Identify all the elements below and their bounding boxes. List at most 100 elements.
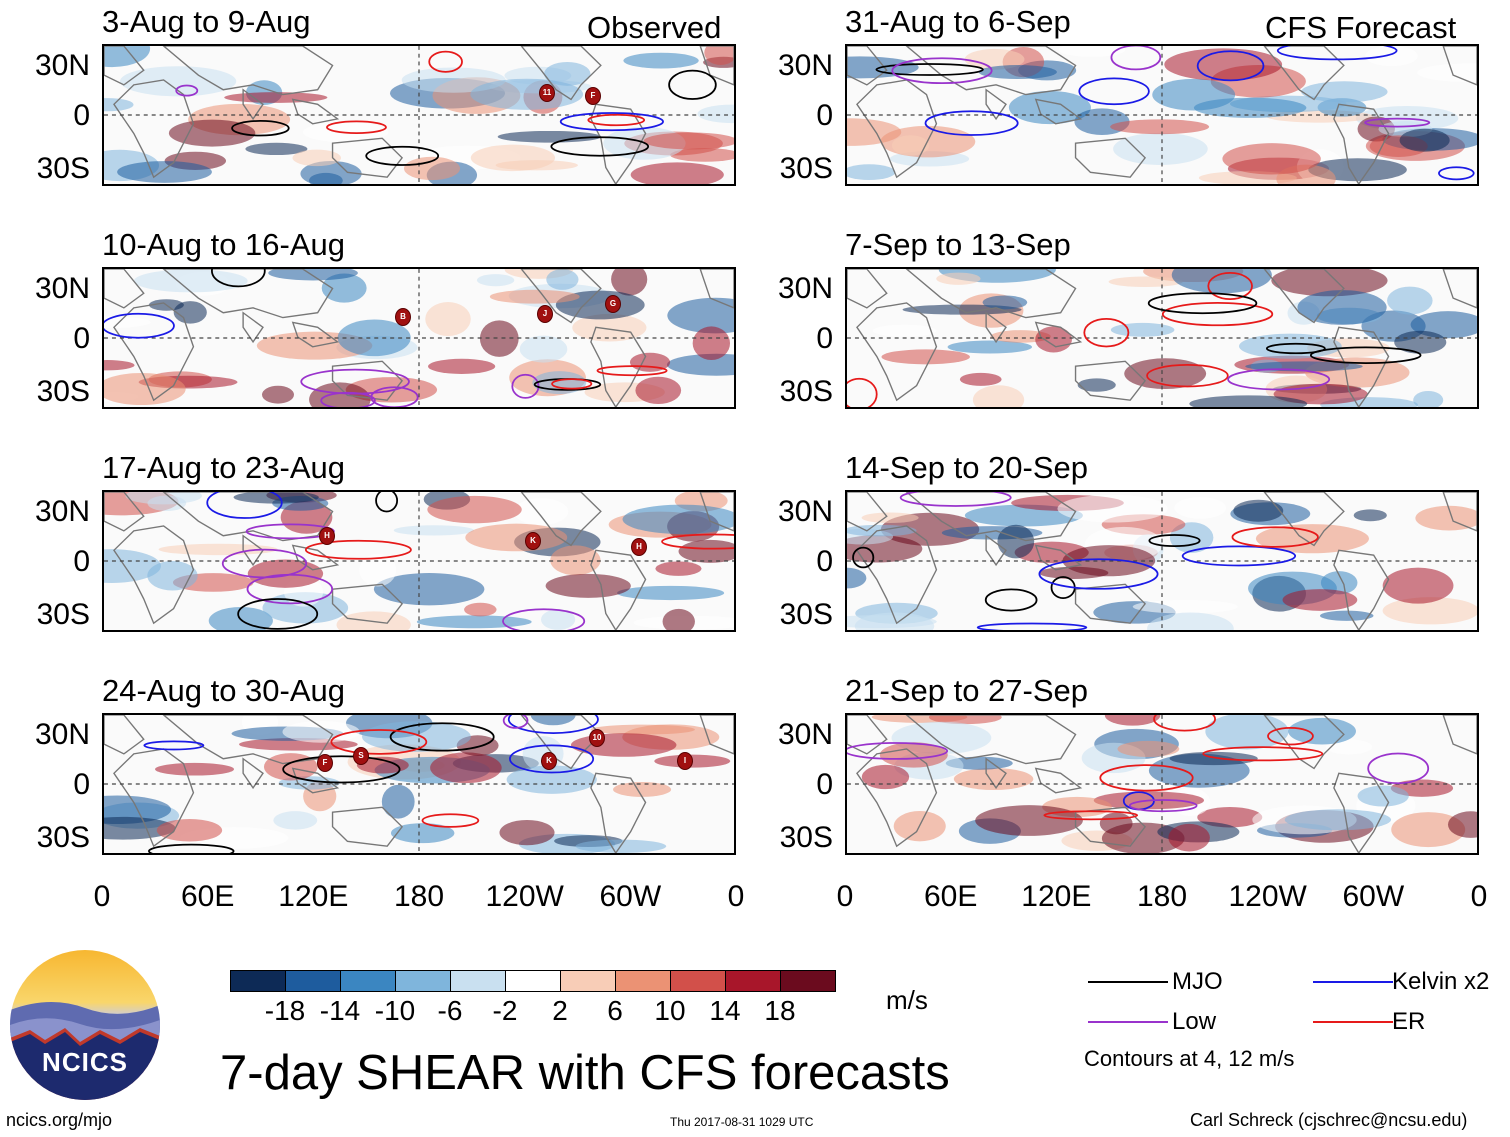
continent-outline [699,46,734,86]
storm-marker-icon: K [525,532,541,550]
continent-outline [985,757,1007,790]
continent-outline [291,544,340,571]
longitude-label: 180 [393,880,445,913]
continent-outline [699,492,734,532]
storm-marker-icon: K [541,752,557,770]
latitude-label: 0 [816,99,833,132]
latitude-label: 0 [816,322,833,355]
latitude-label: 30S [779,375,833,408]
continent-outline [985,534,1007,567]
footer-url[interactable]: ncics.org/mjo [6,1110,113,1130]
latitude-label: 30N [34,495,90,528]
legend-label-kelvin: Kelvin x2 [1392,968,1490,995]
latitude-label: 30N [777,495,833,528]
storm-marker-icon: B [395,308,411,326]
continent-outline [331,137,404,178]
continent-outline [699,269,734,309]
panel-title: 31-Aug to 6-Sep [845,4,1071,39]
legend-line-kelvin [1313,981,1393,983]
continent-outline [1263,269,1345,324]
continent-outline [1442,715,1477,755]
storm-marker-icon: S [353,747,369,765]
storm-marker-icon: H [631,538,647,556]
continent-outline [242,757,264,790]
continent-outline [104,492,145,532]
storm-marker-label: F [322,758,328,767]
continent-outline [1074,583,1147,624]
storm-marker-label: 10 [592,733,602,742]
colorbar-swatch [230,970,286,992]
colorbar-swatch [725,970,781,992]
panel-title: 17-Aug to 23-Aug [102,450,346,485]
longitude-label: 60E [180,880,235,913]
colorbar-swatch [450,970,506,992]
storm-marker-label: I [683,756,687,765]
continent-outline [590,549,647,630]
longitude-label: 120W [1228,880,1307,913]
colorbar-tick-label: -10 [374,995,416,1026]
storm-marker-label: K [546,756,552,765]
storm-marker-label: G [609,299,617,308]
continent-outline [590,772,647,853]
colorbar-swatch [340,970,396,992]
continent-outline [162,492,334,542]
colorbar-units: m/s [886,985,928,1015]
latitude-label: 30N [34,718,90,751]
legend-label-er: ER [1392,1008,1426,1035]
footer-timestamp: Thu 2017-08-31 1029 UTC [670,1115,814,1129]
storm-marker-label: F [590,91,596,100]
latitude-label: 0 [73,99,90,132]
legend-line-mjo [1088,981,1168,983]
continent-outline [847,269,888,309]
latitude-label: 30N [777,718,833,751]
latitude-label: 30N [34,49,90,82]
storm-marker-label: J [542,309,548,318]
storm-marker-icon: J [537,305,553,323]
latitude-label: 30N [777,272,833,305]
continent-outline [1074,137,1147,178]
continent-outline [1333,103,1390,184]
continent-outline [856,79,938,179]
longitude-label: 120W [485,880,564,913]
colorbar-tick-label: -2 [492,995,518,1026]
shear-map: H K H [102,490,736,632]
latitude-label: 0 [816,545,833,578]
colorbar-tick-label: 6 [607,995,623,1026]
storm-marker-icon: I [677,752,693,770]
longitude-label: 60E [923,880,978,913]
shear-map: B J G [102,267,736,409]
continent-outline [856,748,938,848]
continent-outline [520,46,602,101]
continent-outline [113,525,195,625]
continent-outline [104,46,145,86]
latitude-label: 30N [34,272,90,305]
legend-label-low: Low [1172,1008,1217,1035]
continent-outline [162,46,334,96]
shear-map: 11 F [102,44,736,186]
longitude-label: 0 [836,880,854,913]
continent-outline [520,715,602,770]
continent-outline [162,715,334,765]
continent-outline [291,321,340,348]
panel-title: 21-Sep to 27-Sep [845,673,1089,708]
panel-title: 3-Aug to 9-Aug [102,4,311,39]
storm-marker-label: K [530,536,536,545]
continent-outline [242,311,264,344]
colorbar-tick-label: -14 [319,995,361,1026]
latitude-label: 30S [36,152,90,185]
continent-outline [331,360,404,401]
continent-outline [590,103,647,184]
continent-outline [1074,360,1147,401]
storm-marker-label: H [324,531,330,540]
continent-outline [1034,321,1083,348]
shear-map [845,267,1479,409]
longitude-label: 120E [1021,880,1092,913]
continent-outline [590,326,647,407]
observed-header: Observed [587,10,722,45]
panel-title: 24-Aug to 30-Aug [102,673,346,708]
longitude-label: 120E [278,880,349,913]
legend-label-mjo: MJO [1172,968,1223,995]
footer-credit: Carl Schreck (cjschrec@ncsu.edu) [1190,1110,1468,1130]
continent-outline [905,492,1077,542]
latitude-label: 30N [777,49,833,82]
